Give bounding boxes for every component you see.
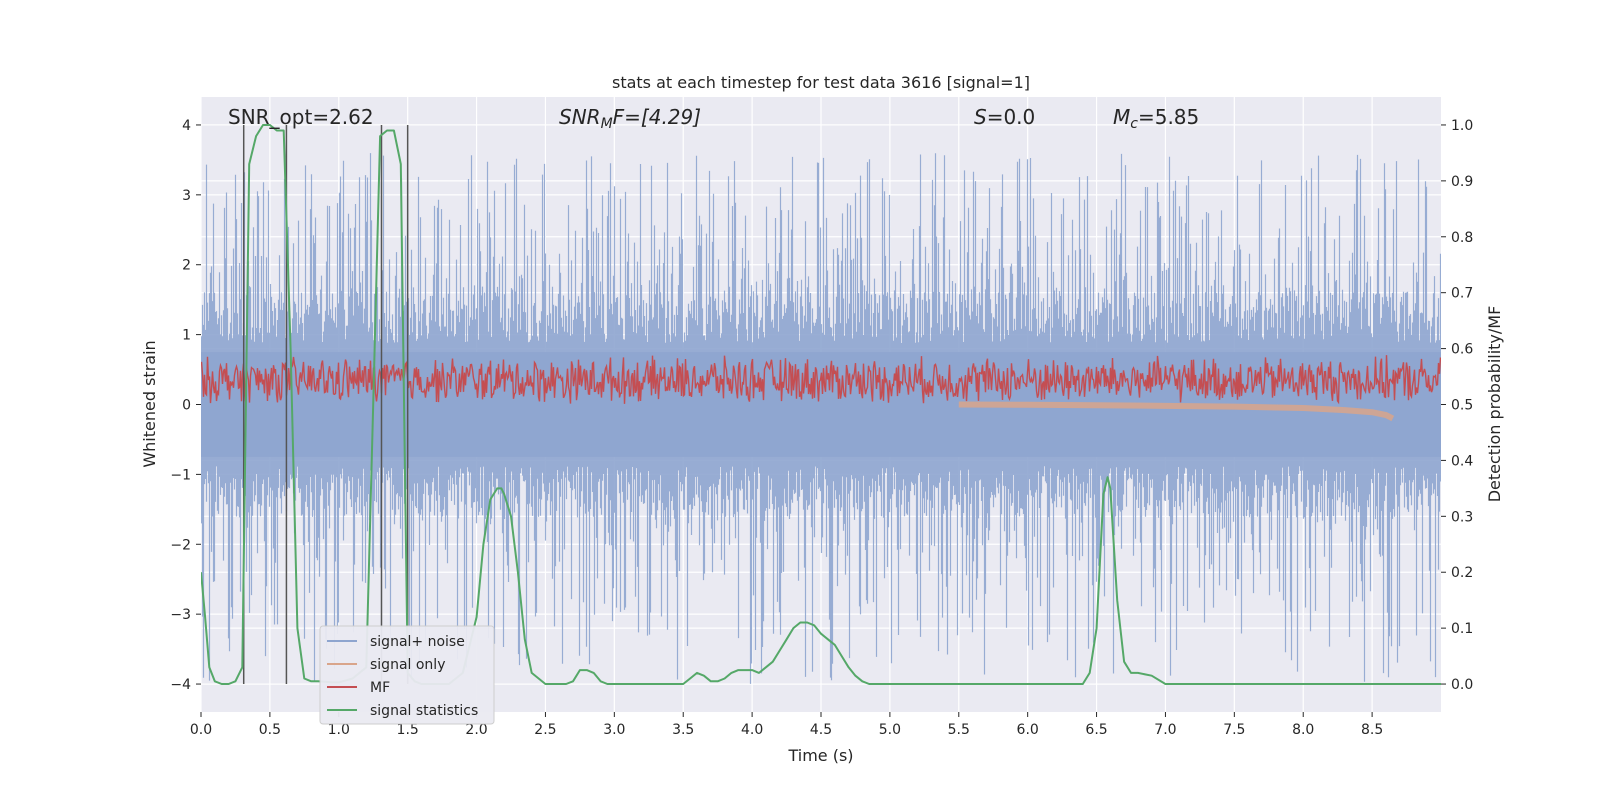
series-signal-only [958,401,1395,422]
y-tick-label-left: −3 [170,607,191,623]
x-tick-label: 4.0 [741,722,763,738]
legend-label-signal-statistics: signal statistics [370,703,478,719]
y-tick-label-left: 0 [182,398,191,414]
x-tick-label: 6.5 [1085,722,1107,738]
y-tick-label-right: 0.0 [1451,677,1473,693]
data-layer [201,124,1441,685]
x-tick-label: 3.5 [672,722,694,738]
legend: signal+ noise signal only MF signal stat… [319,625,495,725]
annotation-snr-mf: SNRMF=[4.29] [559,105,701,132]
x-tick-label: 3.0 [603,722,625,738]
x-tick-label: 0.5 [259,722,281,738]
chart-title: stats at each timestep for test data 361… [612,73,1030,92]
x-tick-label: 2.5 [534,722,556,738]
annotation-snr-mf-main: SNR [559,105,601,129]
x-tick-label: 7.0 [1154,722,1176,738]
y-tick-label-right: 0.4 [1451,453,1473,469]
x-tick-label: 8.0 [1292,722,1314,738]
y-tick-label-right: 0.5 [1451,398,1473,414]
y-tick-label-right: 0.9 [1451,174,1473,190]
y-tick-label-right: 0.3 [1451,509,1473,525]
legend-label-mf: MF [370,680,390,696]
y-tick-label-right: 0.2 [1451,565,1473,581]
x-tick-label: 1.0 [328,722,350,738]
series-signal-statistics [201,124,1441,685]
y-tick-label-right: 0.8 [1451,230,1473,246]
ticks: 0.0 0.5 1.0 1.5 2.0 2.5 3.0 3.5 4.0 4.5 5.0 5.5 6.0 6… [170,118,1473,738]
annotation-snr-mf-rest: F=[4.29] [613,105,701,129]
annotation-snr-opt: SNR_opt=2.62 [228,105,374,129]
y-tick-label-left: 2 [182,258,191,274]
x-axis-label: Time (s) [787,746,853,765]
annotation-s: S=0.0 [974,105,1035,129]
y-tick-label-right: 0.6 [1451,342,1473,358]
y-tick-label-left: 3 [182,188,191,204]
x-tick-label: 5.5 [948,722,970,738]
y-tick-label-right: 0.1 [1451,621,1473,637]
annotation-snr-mf-sub: M [601,116,613,132]
y-tick-label-left: 4 [182,118,191,134]
y-tick-label-left: −4 [170,677,191,693]
y-tick-label-left: 1 [182,328,191,344]
y-tick-label-right: 0.7 [1451,286,1473,302]
legend-label-signal-only: signal only [370,657,445,673]
annotation-mc-main: M [1113,105,1130,129]
legend-box [319,625,495,725]
x-tick-label: 6.0 [1017,722,1039,738]
y-axis-label-right: Detection probability/MF [1485,306,1504,503]
x-tick-label: 0.0 [190,722,212,738]
x-tick-label: 4.5 [810,722,832,738]
y-tick-label-left: −2 [170,537,191,553]
x-tick-label: 7.5 [1223,722,1245,738]
annotation-s-rest: =0.0 [987,105,1036,129]
legend-label-signal-noise: signal+ noise [370,634,465,650]
annotation-s-main: S [974,105,987,129]
x-tick-label: 2.0 [465,722,487,738]
y-tick-label-right: 1.0 [1451,118,1473,134]
x-tick-label: 1.5 [397,722,419,738]
y-axis-label-left: Whitened strain [140,340,159,467]
y-tick-label-left: −1 [170,467,191,483]
x-tick-label: 5.0 [879,722,901,738]
annotation-mc-sub: c [1130,116,1138,132]
x-tick-label: 8.5 [1361,722,1383,738]
annotation-mc: Mc=5.85 [1113,105,1199,132]
annotation-mc-rest: =5.85 [1138,105,1199,129]
